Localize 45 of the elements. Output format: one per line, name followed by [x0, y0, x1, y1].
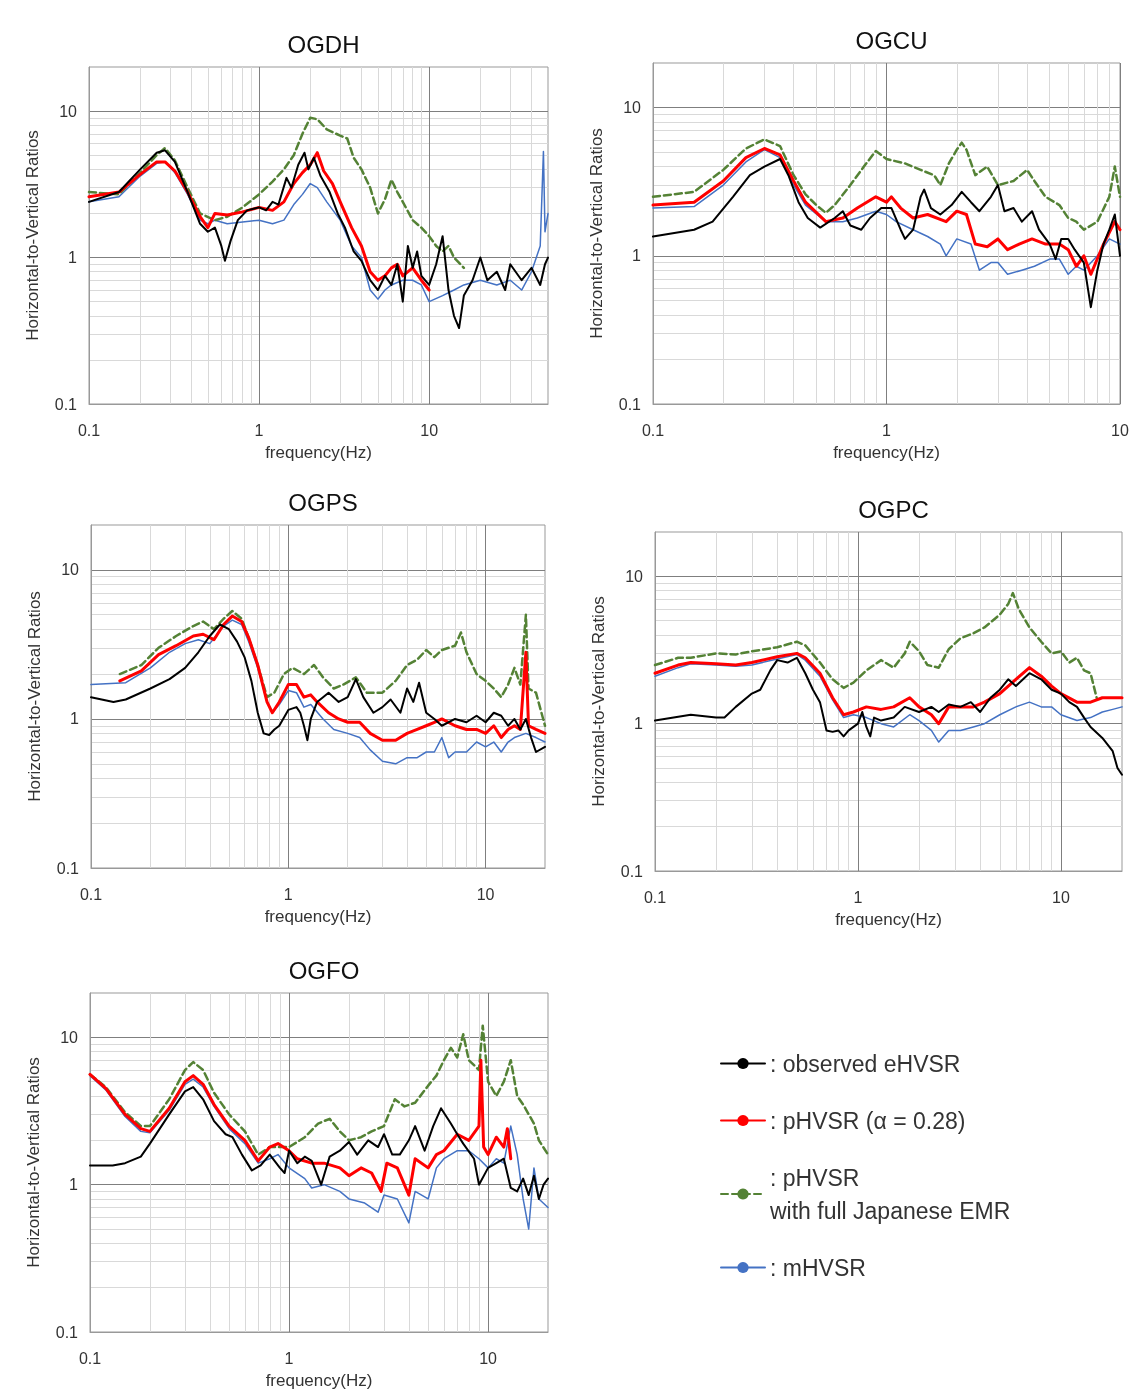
y-axis-title: Horizontal-to-Vertical Ratios — [589, 596, 608, 807]
x-tick-label: 10 — [479, 1349, 498, 1367]
chart-title: OGDH — [287, 30, 360, 58]
y-tick-label: 10 — [625, 567, 644, 585]
y-tick-label: 1 — [69, 1176, 79, 1194]
y-axis-title: Horizontal-to-Vertical Ratios — [23, 130, 42, 341]
x-axis-title: frequency(Hz) — [265, 1371, 373, 1390]
chart-title: OGFO — [288, 956, 360, 984]
x-tick-label: 1 — [853, 888, 863, 906]
x-tick-label: 10 — [476, 885, 495, 903]
y-tick-label: 1 — [68, 249, 78, 267]
x-axis-title: frequency(Hz) — [264, 907, 372, 926]
x-axis-title: frequency(Hz) — [835, 910, 942, 929]
y-axis-title: Horizontal-to-Vertical Ratios — [24, 1057, 43, 1268]
y-tick-label: 0.1 — [55, 1323, 79, 1341]
legend-label: : pHVSR with full Japanese EMR — [769, 1164, 1011, 1224]
y-axis-title: Horizontal-to-Vertical Ratios — [25, 591, 44, 802]
legend-label: : pHVSR (α = 0.28) — [770, 1107, 966, 1134]
x-axis-title: frequency(Hz) — [265, 443, 372, 462]
y-tick-label: 1 — [70, 710, 80, 728]
x-tick-label: 10 — [1111, 421, 1129, 439]
x-axis-title: frequency(Hz) — [833, 443, 940, 462]
y-tick-label: 0.1 — [620, 862, 644, 880]
chart-title: OGPS — [288, 488, 358, 516]
x-tick-label: 1 — [254, 421, 264, 439]
x-tick-label: 1 — [284, 1349, 294, 1367]
x-tick-label: 10 — [1052, 888, 1070, 906]
y-tick-label: 0.1 — [56, 859, 80, 877]
x-tick-label: 1 — [283, 885, 293, 903]
legend-label: : observed eHVSR — [770, 1050, 961, 1077]
chart-title: OGCU — [855, 26, 928, 54]
y-axis-title: Horizontal-to-Vertical Ratios — [587, 128, 606, 339]
y-tick-label: 10 — [59, 102, 78, 120]
x-tick-label: 1 — [882, 421, 892, 439]
y-tick-label: 10 — [623, 99, 642, 117]
y-tick-label: 0.1 — [54, 395, 78, 413]
y-tick-label: 10 — [61, 561, 80, 579]
legend-label: : mHVSR — [770, 1254, 866, 1281]
y-tick-label: 1 — [632, 247, 642, 265]
chart-title: OGPC — [858, 495, 929, 523]
x-tick-label: 10 — [420, 421, 439, 439]
y-tick-label: 1 — [634, 715, 644, 733]
x-tick-label: 0.1 — [643, 888, 667, 906]
y-tick-label: 0.1 — [618, 395, 642, 413]
y-tick-label: 10 — [60, 1028, 79, 1046]
